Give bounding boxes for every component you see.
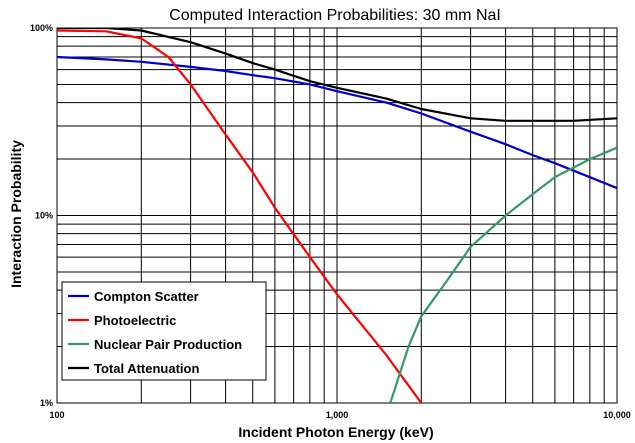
x-tick-label: 10,000 [603, 410, 631, 420]
series-line-total-attenuation [57, 28, 617, 122]
x-axis-label: Incident Photon Energy (keV) [238, 424, 433, 440]
series-line-nuclear-pair-production [389, 146, 617, 403]
series-line-photoelectric [57, 29, 423, 403]
plot-area [56, 27, 618, 404]
legend: Compton Scatter Photoelectric Nuclear Pair… [61, 281, 267, 381]
legend-entry: Nuclear Pair Production [94, 337, 242, 352]
legend-entry: Compton Scatter [94, 289, 199, 304]
y-tick-label: 1% [40, 398, 53, 408]
legend-box [61, 281, 267, 381]
legend-entry: Total Attenuation [94, 361, 199, 376]
chart-title: Computed Interaction Probabilities: 30 m… [169, 7, 501, 24]
y-axis-label: Interaction Probability [8, 140, 24, 288]
tick-labels: 100 1,000 10,000 100% 10% 1% [30, 23, 631, 420]
y-tick-label: 10% [35, 211, 53, 221]
x-tick-label: 1,000 [326, 410, 349, 420]
y-tick-label: 100% [30, 23, 53, 33]
series-lines [57, 28, 617, 403]
x-tick-label: 100 [49, 410, 64, 420]
legend-entry: Photoelectric [94, 313, 176, 328]
grid [56, 27, 618, 404]
